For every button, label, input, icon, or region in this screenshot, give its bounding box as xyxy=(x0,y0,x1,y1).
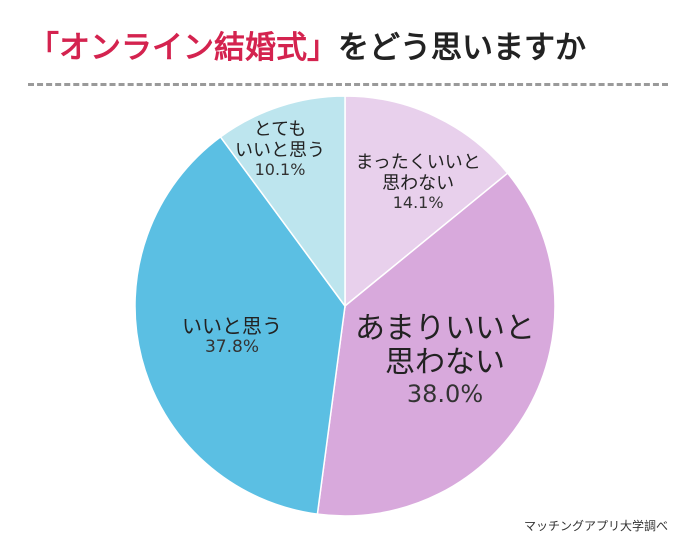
slice-totally-not-good-label: まったくいいと 思わない 14.1% xyxy=(355,152,481,213)
slice-not-very-good xyxy=(316,172,556,517)
chart-title: 「オンライン結婚式」をどう思いますか xyxy=(28,22,586,67)
slice-very-good xyxy=(219,95,346,309)
slice-label-line: まったくいいと xyxy=(355,152,481,173)
slice-percent-label: 37.8% xyxy=(204,336,259,357)
slice-totally-not-good xyxy=(344,95,509,308)
slice-good xyxy=(134,135,346,516)
slice-not-very-good-label: あまりいいと 思わない 38.0% xyxy=(355,310,535,409)
slice-label-line: とても xyxy=(253,119,307,140)
slice-label-line: いいと思う xyxy=(182,313,282,338)
slice-percent-label: 38.0% xyxy=(406,379,484,408)
slice-percent-label: 10.1% xyxy=(254,160,306,180)
slice-label-line: 思わない xyxy=(385,345,505,380)
slice-label-line: いいと思う xyxy=(235,139,325,161)
slice-good-label: いいと思う 37.8% xyxy=(182,313,282,358)
chart-title-highlight: 「オンライン結婚式」 xyxy=(28,30,338,66)
slice-percent-label: 14.1% xyxy=(392,193,444,213)
title-divider xyxy=(28,83,668,86)
slice-very-good-label: とても いいと思う 10.1% xyxy=(235,119,325,180)
source-credit: マッチングアプリ大学調べ xyxy=(523,519,668,533)
slice-label-line: あまりいいと xyxy=(355,310,535,346)
slice-label-line: 思わない xyxy=(382,172,455,194)
chart-title-rest: をどう思いますか xyxy=(338,30,586,66)
